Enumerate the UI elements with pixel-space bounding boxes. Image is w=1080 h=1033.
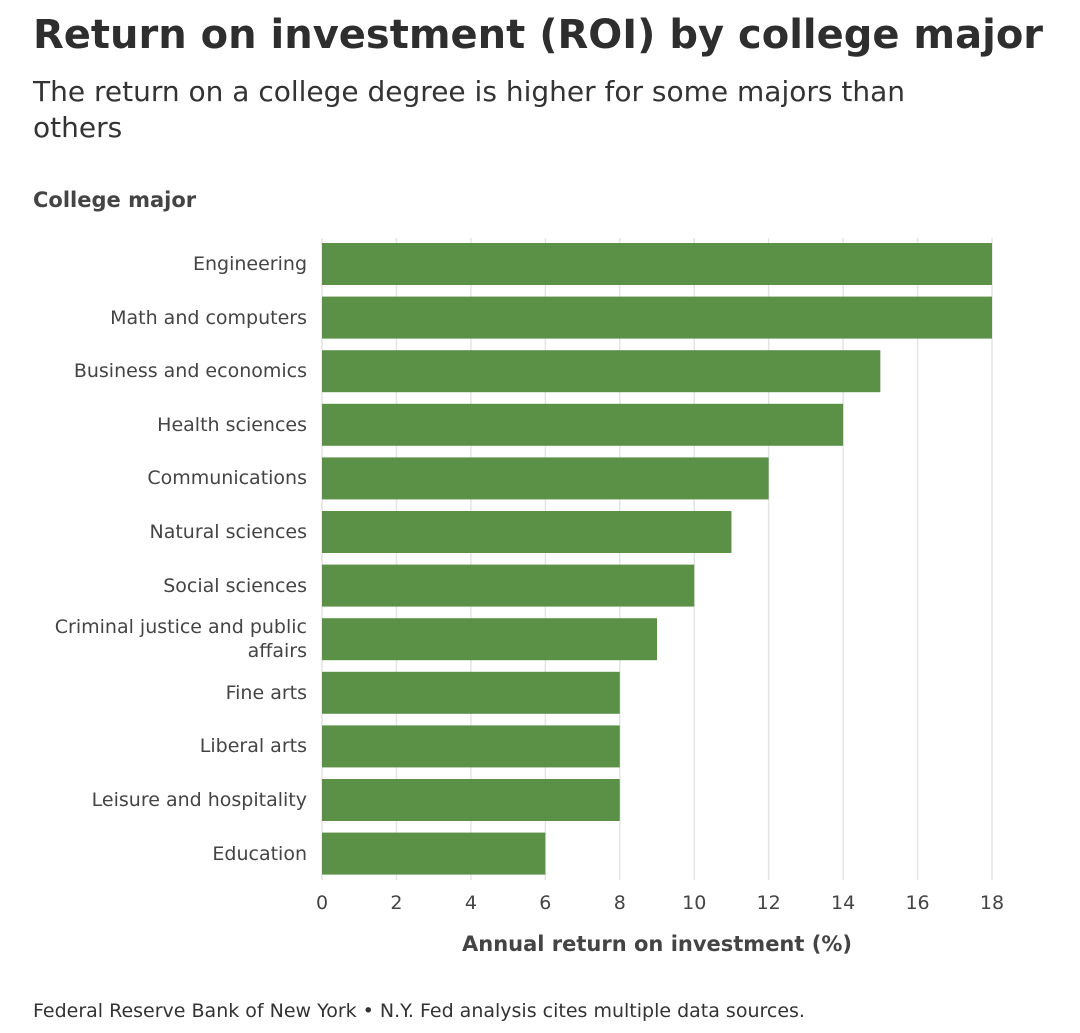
bar <box>322 618 657 661</box>
x-tick-label: 8 <box>613 892 626 914</box>
bar <box>322 350 881 393</box>
source-note: Federal Reserve Bank of New York • N.Y. … <box>33 1000 805 1022</box>
x-tick-label: 14 <box>831 892 856 914</box>
y-tick-label: Criminal justice and public affairs <box>54 616 307 663</box>
x-axis-title: Annual return on investment (%) <box>462 932 852 956</box>
y-tick-label: Communications <box>147 467 307 490</box>
bar <box>322 779 620 821</box>
y-tick-label: Liberal arts <box>199 735 307 758</box>
bar <box>322 296 992 339</box>
bar <box>322 511 732 553</box>
y-tick-label: Engineering <box>193 253 307 275</box>
y-tick-label: Social sciences <box>163 574 307 597</box>
y-tick-label: Business and economics <box>73 360 307 383</box>
bar <box>322 671 620 714</box>
x-tick-label: 4 <box>464 892 477 914</box>
y-tick-label: Education <box>212 842 307 865</box>
x-tick-label: 10 <box>682 892 707 914</box>
bar <box>322 403 844 446</box>
chart-title: Return on investment (ROI) by college ma… <box>33 12 1044 58</box>
y-tick-label: Fine arts <box>225 681 307 704</box>
x-tick-label: 16 <box>905 892 930 914</box>
x-tick-label: 18 <box>979 892 1005 914</box>
x-tick-label: 6 <box>539 892 552 914</box>
bar <box>322 243 992 285</box>
y-axis-title: College major <box>33 188 197 212</box>
y-tick-label: Health sciences <box>157 413 307 436</box>
y-tick-label: Leisure and hospitality <box>91 789 307 811</box>
x-tick-label: 2 <box>390 892 403 914</box>
x-tick-label: 12 <box>756 892 781 914</box>
chart-subtitle: The return on a college degree is higher… <box>33 75 906 144</box>
y-tick-label: Natural sciences <box>149 521 307 543</box>
bar <box>322 832 546 875</box>
y-tick-label: Math and computers <box>110 306 307 329</box>
x-tick-label: 0 <box>315 892 329 914</box>
bar <box>322 725 620 768</box>
bar <box>322 457 769 500</box>
bar <box>322 564 695 607</box>
